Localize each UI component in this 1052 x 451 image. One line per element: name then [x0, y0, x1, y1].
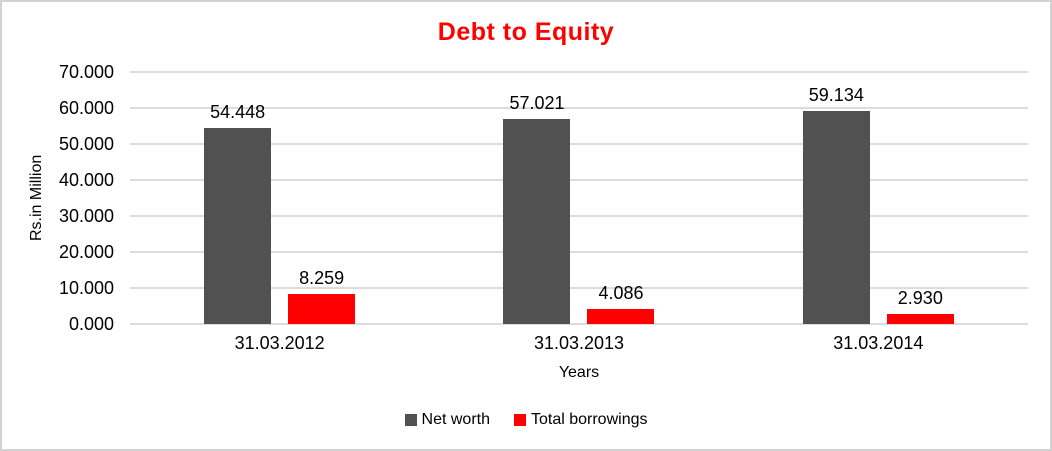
legend-label-total-borrowings: Total borrowings [530, 411, 648, 428]
x-tick-label-31-03-2014: 31.03.2014 [833, 333, 924, 353]
bar-group-31-03-2012: 54.448 8.259 [130, 72, 429, 324]
y-tick-label-20-000: 20.000 [58, 242, 114, 262]
y-tick-label-70-000: 70.000 [58, 62, 114, 82]
x-tick-label-31-03-2012: 31.03.2012 [234, 333, 325, 353]
data-label-net-worth-31-03-2013: 57.021 [509, 92, 565, 113]
legend-label-net-worth: Net worth [421, 411, 490, 428]
legend: Net worth Total borrowings [2, 411, 1050, 429]
x-tick-label-31-03-2013: 31.03.2013 [533, 333, 625, 353]
legend-swatch-icon-net-worth [404, 414, 417, 426]
bar-total-borrowings-31-03-2014: 2.930 [886, 287, 954, 324]
bar-group-31-03-2013: 57.021 4.086 [429, 72, 728, 324]
gridline-20-000 [130, 251, 1028, 253]
legend-swatch-icon-total-borrowings [513, 414, 526, 426]
bar-total-borrowings-31-03-2012: 8.259 [288, 268, 356, 324]
plot-area: 54.448 8.259 57.021 4.086 59.134 2.930 [130, 71, 1028, 325]
bar-rect-net-worth-31-03-2012 [204, 128, 272, 324]
y-axis-tick-labels: 0.000 10.000 20.000 30.000 40.000 50.000 60.00… [2, 62, 114, 334]
y-tick-label-10-000: 10.000 [58, 278, 114, 298]
bar-rect-net-worth-31-03-2014 [802, 111, 870, 324]
data-label-total-borrowings-31-03-2014: 2.930 [897, 287, 943, 308]
y-tick-label-60-000: 60.000 [58, 98, 114, 118]
y-tick-label-40-000: 40.000 [58, 170, 114, 190]
bar-groups: 54.448 8.259 57.021 4.086 59.134 2.930 [130, 72, 1028, 324]
bar-total-borrowings-31-03-2013: 4.086 [587, 283, 655, 324]
data-label-total-borrowings-31-03-2012: 8.259 [299, 268, 345, 289]
gridline-30-000 [130, 215, 1028, 217]
y-tick-label-30-000: 30.000 [58, 206, 114, 226]
bar-rect-total-borrowings-31-03-2012 [288, 294, 356, 324]
bar-net-worth-31-03-2012: 54.448 [204, 102, 272, 324]
gridline-50-000 [130, 143, 1028, 145]
data-label-net-worth-31-03-2012: 54.448 [210, 102, 266, 122]
legend-item-total-borrowings: Total borrowings [513, 411, 648, 429]
data-label-total-borrowings-31-03-2013: 4.086 [598, 283, 644, 304]
bar-rect-total-borrowings-31-03-2014 [886, 313, 954, 324]
x-axis-tick-labels: 31.03.2012 31.03.2013 31.03.2014 [130, 333, 1028, 354]
chart-title: Debt to Equity [437, 18, 615, 46]
bar-group-31-03-2014: 59.134 2.930 [729, 72, 1028, 324]
bar-rect-total-borrowings-31-03-2013 [587, 309, 655, 324]
gridline-70-000 [130, 71, 1028, 73]
legend-item-net-worth: Net worth [404, 411, 490, 429]
x-axis-title: Years [558, 364, 600, 381]
gridline-40-000 [130, 179, 1028, 181]
bar-net-worth-31-03-2014: 59.134 [802, 85, 870, 324]
data-label-net-worth-31-03-2014: 59.134 [808, 85, 864, 106]
gridline-10-000 [130, 287, 1028, 289]
y-tick-label-50-000: 50.000 [58, 134, 114, 154]
gridline-60-000 [130, 107, 1028, 109]
bar-rect-net-worth-31-03-2013 [503, 118, 571, 324]
gridline-0-000 [130, 323, 1028, 325]
bar-net-worth-31-03-2013: 57.021 [503, 92, 571, 324]
y-tick-label-0-000: 0.000 [68, 314, 114, 334]
